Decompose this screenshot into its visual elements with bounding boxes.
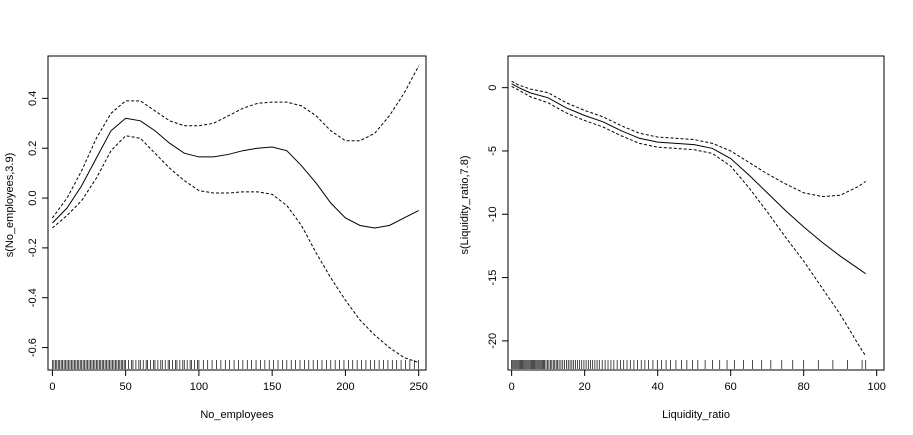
smooth-fit-line <box>511 83 867 275</box>
x-tick-label: 0 <box>49 381 55 393</box>
x-tick-label: 200 <box>336 381 354 393</box>
confidence-band-line <box>51 65 420 219</box>
x-tick-label: 40 <box>652 381 664 393</box>
x-tick-label: 50 <box>120 381 132 393</box>
y-tick-label: -5 <box>487 146 499 156</box>
confidence-band-line <box>511 85 867 357</box>
confidence-band-line <box>52 135 419 363</box>
smooth-fit-line <box>52 117 419 229</box>
y-tick-label: 0 <box>487 85 499 91</box>
x-tick-label: 100 <box>868 381 886 393</box>
x-tick-label: 20 <box>579 381 591 393</box>
confidence-band-line <box>511 80 867 198</box>
y-tick-label: -10 <box>487 206 499 222</box>
y-tick-label: -20 <box>487 333 499 349</box>
x-tick-label: 250 <box>409 381 427 393</box>
y-axis-ticks: -0.6 -0.4 -0.2 0.0 0.2 0.4 <box>27 91 48 357</box>
x-tick-label: 100 <box>190 381 208 393</box>
x-tick-label: 60 <box>725 381 737 393</box>
y-tick-label: 0.2 <box>27 141 39 156</box>
series-lines <box>511 80 867 357</box>
rug-marks <box>52 360 420 369</box>
y-axis-title: s(Liquidity_ratio,7.8) <box>459 155 471 254</box>
x-tick-label: 150 <box>263 381 281 393</box>
x-axis-title: Liquidity_ratio <box>662 409 730 421</box>
y-tick-label: 0.0 <box>27 190 39 205</box>
x-tick-label: 80 <box>798 381 810 393</box>
plot-frame <box>507 55 885 371</box>
x-axis-ticks: 0 50 100 150 200 250 <box>49 370 428 393</box>
liquidity-ratio-panel: 0 20 40 60 80 100 -20 -15 -10 -5 0 Liquidity_rati… <box>459 55 886 421</box>
y-tick-label: -0.2 <box>27 238 39 257</box>
rug-marks <box>511 360 867 369</box>
no-employees-panel: 0 50 100 150 200 250 -0.6 -0.4 -0.2 0.0 0.2 0.4 No… <box>4 55 428 421</box>
y-tick-label: -0.4 <box>27 288 39 307</box>
plot-frame <box>47 55 427 371</box>
y-tick-label: -15 <box>487 270 499 286</box>
y-tick-label: 0.4 <box>27 91 39 106</box>
y-axis-ticks: -20 -15 -10 -5 0 <box>487 85 508 349</box>
series-lines <box>51 65 420 363</box>
x-axis-title: No_employees <box>200 409 274 421</box>
y-axis-title: s(No_employees,3.9) <box>4 153 16 258</box>
x-tick-label: 0 <box>509 381 515 393</box>
x-axis-ticks: 0 20 40 60 80 100 <box>509 370 886 393</box>
y-tick-label: -0.6 <box>27 338 39 357</box>
